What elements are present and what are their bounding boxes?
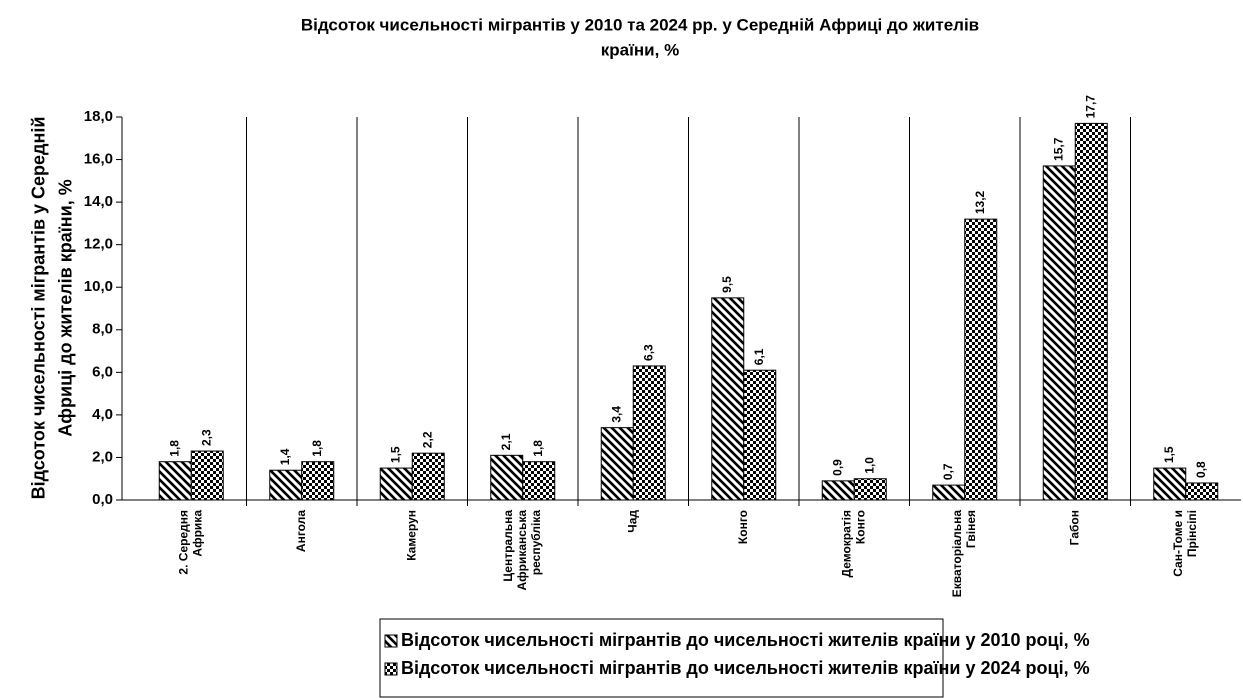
value-label: 0,8 <box>1194 461 1208 478</box>
value-label: 9,5 <box>720 276 734 293</box>
y-tick-label: 0,0 <box>92 491 113 508</box>
y-tick-label: 18,0 <box>84 108 113 125</box>
value-label: 6,1 <box>752 348 766 365</box>
bar <box>269 469 303 501</box>
bar <box>853 478 887 501</box>
value-label: 1,8 <box>310 440 324 457</box>
y-tick-label: 8,0 <box>92 321 113 338</box>
x-tick-label: Конго <box>736 510 750 544</box>
y-tick-label: 2,0 <box>92 448 113 465</box>
legend-swatch <box>384 662 398 676</box>
value-label: 1,4 <box>278 448 292 465</box>
bar <box>490 454 524 501</box>
y-tick-label: 4,0 <box>92 406 113 423</box>
value-label: 2,2 <box>420 431 434 448</box>
x-tick-label: Камерун <box>404 510 418 561</box>
bar <box>600 427 634 501</box>
bar <box>411 452 445 501</box>
bar <box>379 467 413 501</box>
x-tick-label: 2. СередняАфрика <box>176 510 204 575</box>
value-label: 1,0 <box>862 457 876 474</box>
value-label: 1,5 <box>1162 446 1176 463</box>
bar <box>190 450 224 501</box>
bar <box>1074 122 1108 501</box>
bar <box>522 461 556 501</box>
x-tick-label: Габон <box>1067 510 1081 545</box>
legend-label: Відсоток чисельності мігрантів до чисель… <box>401 630 1090 650</box>
bar <box>301 461 335 501</box>
bar <box>932 484 966 501</box>
bar <box>1042 165 1076 501</box>
legend-swatch <box>384 634 398 648</box>
x-tick-label: Чад <box>625 510 639 533</box>
y-tick-label: 14,0 <box>84 193 113 210</box>
bar <box>964 218 998 501</box>
bar <box>1185 482 1219 501</box>
value-label: 6,3 <box>641 344 655 361</box>
value-label: 1,8 <box>531 440 545 457</box>
x-tick-label: Сан-Томе иПрінсіпі <box>1171 510 1199 577</box>
bar <box>632 365 666 501</box>
value-label: 13,2 <box>973 190 987 214</box>
value-label: 17,7 <box>1083 95 1097 119</box>
bar <box>158 461 192 501</box>
value-label: 0,7 <box>941 463 955 480</box>
y-tick-label: 12,0 <box>84 236 113 253</box>
bar <box>821 480 855 501</box>
value-label: 1,5 <box>388 446 402 463</box>
bar <box>711 297 745 501</box>
value-label: 2,1 <box>499 433 513 450</box>
value-label: 1,8 <box>167 440 181 457</box>
bar <box>1153 467 1187 501</box>
y-axis-label: Відсоток чисельності мігрантів у Середні… <box>28 117 75 500</box>
value-label: 3,4 <box>609 406 623 423</box>
legend: Відсоток чисельності мігрантів до чисель… <box>379 618 1090 698</box>
bar <box>743 369 777 501</box>
value-label: 2,3 <box>199 429 213 446</box>
value-label: 15,7 <box>1051 137 1065 161</box>
chart-title: Відсоток чисельності мігрантів у 2010 та… <box>301 16 979 60</box>
value-label: 0,9 <box>830 459 844 476</box>
x-tick-label: ЕкваторіальнаГвінея <box>950 510 978 598</box>
y-tick-label: 6,0 <box>92 363 113 380</box>
y-tick-label: 16,0 <box>84 151 113 168</box>
legend-label: Відсоток чисельності мігрантів до чисель… <box>401 658 1090 678</box>
x-tick-label: ЦентральнаАфриканськареспубліка <box>501 510 543 591</box>
x-tick-label: Ангола <box>294 510 308 552</box>
x-tick-label: ДемократіяКонго <box>839 510 867 577</box>
legend-box <box>379 618 944 698</box>
y-tick-label: 10,0 <box>84 278 113 295</box>
